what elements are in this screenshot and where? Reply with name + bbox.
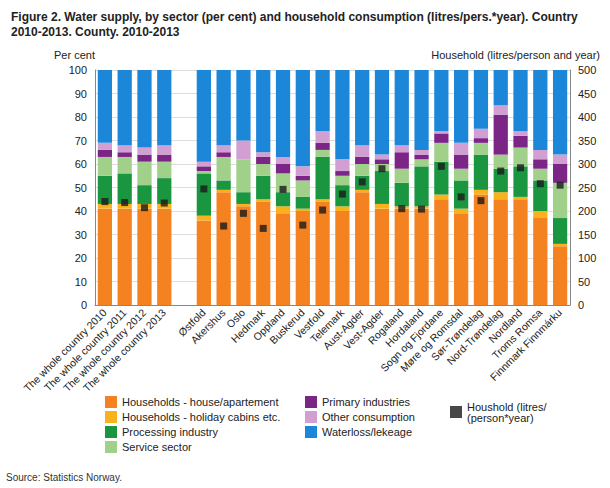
svg-text:450: 450 bbox=[578, 88, 596, 100]
svg-text:Telemark: Telemark bbox=[308, 307, 347, 345]
svg-text:Sogn og Fjordane: Sogn og Fjordane bbox=[378, 307, 446, 374]
svg-text:Service sector: Service sector bbox=[122, 441, 192, 453]
svg-text:2010-2013. County. 2010-2013: 2010-2013. County. 2010-2013 bbox=[11, 25, 180, 39]
svg-text:70: 70 bbox=[75, 135, 87, 147]
svg-text:Households - house/apartement: Households - house/apartement bbox=[122, 396, 279, 408]
svg-text:Figure 2. Water supply, by sec: Figure 2. Water supply, by sector (per c… bbox=[11, 10, 581, 24]
svg-text:150: 150 bbox=[578, 229, 596, 241]
svg-text:50: 50 bbox=[75, 182, 87, 194]
svg-text:50: 50 bbox=[578, 276, 590, 288]
svg-text:Hordaland: Hordaland bbox=[383, 307, 426, 350]
svg-text:Processing industry: Processing industry bbox=[122, 426, 218, 438]
svg-text:250: 250 bbox=[578, 182, 596, 194]
svg-text:Møre og Romsdal: Møre og Romsdal bbox=[398, 307, 465, 374]
svg-text:Vestfold: Vestfold bbox=[292, 307, 327, 342]
svg-text:The whole country 2012: The whole country 2012 bbox=[61, 307, 148, 394]
svg-text:100: 100 bbox=[69, 64, 87, 76]
svg-text:Household (litres/person and y: Household (litres/person and year) bbox=[431, 49, 600, 61]
svg-text:20: 20 bbox=[75, 252, 87, 264]
svg-text:0: 0 bbox=[81, 299, 87, 311]
svg-text:Østfold: Østfold bbox=[176, 307, 208, 339]
svg-text:400: 400 bbox=[578, 111, 596, 123]
svg-text:The whole country 2011: The whole country 2011 bbox=[42, 307, 128, 393]
svg-text:200: 200 bbox=[578, 205, 596, 217]
svg-text:80: 80 bbox=[75, 111, 87, 123]
svg-text:Nordland: Nordland bbox=[486, 307, 525, 345]
svg-text:100: 100 bbox=[578, 252, 596, 264]
svg-text:Vest-Agder: Vest-Agder bbox=[341, 307, 386, 352]
svg-text:40: 40 bbox=[75, 205, 87, 217]
svg-text:Aust-Agder: Aust-Agder bbox=[321, 307, 367, 352]
svg-text:350: 350 bbox=[578, 135, 596, 147]
svg-text:10: 10 bbox=[75, 276, 87, 288]
svg-text:Source: Statistics Norway.: Source: Statistics Norway. bbox=[6, 472, 122, 483]
svg-text:Akershus: Akershus bbox=[189, 307, 228, 346]
svg-text:Nord-Trøndelag: Nord-Trøndelag bbox=[444, 307, 505, 367]
svg-text:90: 90 bbox=[75, 88, 87, 100]
svg-text:Buskerud: Buskerud bbox=[267, 307, 307, 347]
svg-text:60: 60 bbox=[75, 158, 87, 170]
svg-text:Oslo: Oslo bbox=[224, 307, 248, 331]
svg-text:The whole country 2010: The whole country 2010 bbox=[21, 307, 109, 394]
svg-text:Per cent: Per cent bbox=[54, 49, 95, 61]
svg-text:Primary industries: Primary industries bbox=[322, 396, 411, 408]
svg-text:Households - holiday cabins et: Households - holiday cabins etc. bbox=[122, 411, 280, 423]
svg-text:Finnmark Finnmárku: Finnmark Finnmárku bbox=[488, 307, 564, 383]
svg-text:Oppland: Oppland bbox=[251, 307, 287, 343]
svg-text:500: 500 bbox=[578, 64, 596, 76]
svg-text:Troms Romsa: Troms Romsa bbox=[490, 307, 545, 362]
svg-text:(person*year): (person*year) bbox=[467, 412, 534, 424]
svg-text:Other consumption: Other consumption bbox=[322, 411, 415, 423]
svg-text:Waterloss/lekeage: Waterloss/lekeage bbox=[322, 426, 412, 438]
svg-text:Sør-Trøndelag: Sør-Trøndelag bbox=[429, 307, 485, 363]
svg-text:30: 30 bbox=[75, 229, 87, 241]
svg-text:The whole country 2013: The whole country 2013 bbox=[81, 307, 168, 394]
svg-text:300: 300 bbox=[578, 158, 596, 170]
svg-text:Hedmark: Hedmark bbox=[229, 307, 268, 345]
svg-text:0: 0 bbox=[578, 299, 584, 311]
svg-text:Houshold (litres/: Houshold (litres/ bbox=[467, 400, 547, 413]
svg-text:Rogaland: Rogaland bbox=[366, 307, 406, 347]
